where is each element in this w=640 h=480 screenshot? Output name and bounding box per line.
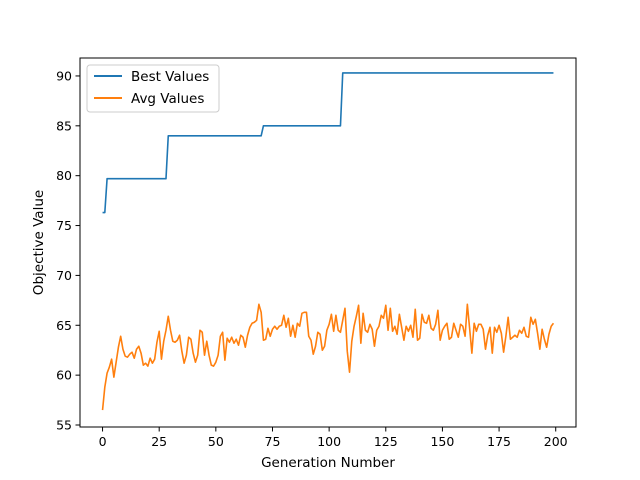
- x-axis-label: Generation Number: [261, 455, 395, 471]
- y-tick-label: 70: [56, 268, 72, 283]
- y-tick-label: 55: [56, 418, 72, 433]
- y-tick-label: 90: [56, 68, 72, 83]
- series-line-best-values: [102, 72, 554, 214]
- legend: Best Values Avg Values: [86, 64, 220, 113]
- x-tick-label: 75: [265, 434, 281, 449]
- legend-label-best-values: Best Values: [131, 69, 209, 85]
- x-axis-ticks: 0 25 50 75 100 125 150 175 200: [99, 427, 568, 449]
- y-tick-label: 60: [56, 368, 72, 383]
- x-tick-label: 150: [430, 434, 454, 449]
- x-tick-label: 25: [151, 434, 167, 449]
- x-tick-label: 100: [317, 434, 341, 449]
- x-tick-label: 200: [544, 434, 568, 449]
- y-tick-label: 80: [56, 168, 72, 183]
- x-tick-label: 175: [487, 434, 511, 449]
- y-axis-label: Objective Value: [31, 190, 47, 295]
- x-tick-label: 125: [374, 434, 398, 449]
- series-line-avg-values: [101, 303, 555, 411]
- y-tick-label: 65: [56, 318, 72, 333]
- series-layer: [101, 72, 555, 411]
- y-tick-label: 75: [56, 218, 72, 233]
- x-tick-label: 50: [208, 434, 224, 449]
- y-tick-label: 85: [56, 118, 72, 133]
- plot-frame: [79, 57, 577, 428]
- y-axis-ticks: 55 60 65 70 75 80 85 90: [56, 68, 80, 433]
- legend-label-avg-values: Avg Values: [131, 91, 204, 107]
- x-tick-label: 0: [99, 434, 107, 449]
